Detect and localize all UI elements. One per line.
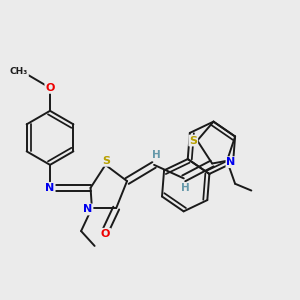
Text: H: H bbox=[152, 150, 161, 161]
Text: S: S bbox=[102, 156, 110, 166]
Text: O: O bbox=[101, 229, 110, 239]
Text: N: N bbox=[226, 157, 236, 167]
Text: S: S bbox=[189, 136, 197, 146]
Text: CH₃: CH₃ bbox=[10, 67, 28, 76]
Text: N: N bbox=[83, 204, 92, 214]
Text: N: N bbox=[45, 183, 55, 193]
Text: H: H bbox=[181, 183, 190, 193]
Text: O: O bbox=[45, 83, 55, 93]
